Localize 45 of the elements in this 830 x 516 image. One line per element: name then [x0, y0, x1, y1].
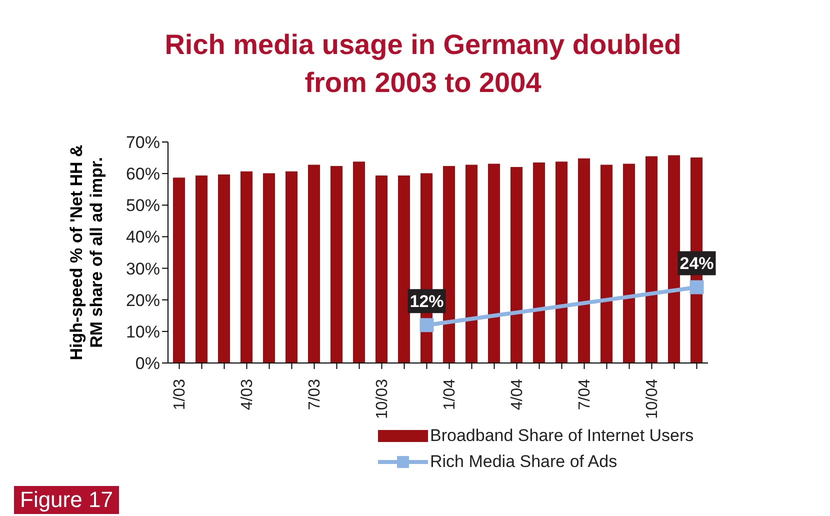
y-tick-label: 50% — [126, 196, 160, 216]
x-tick-label: 1/03 — [171, 378, 188, 410]
bar — [510, 166, 522, 363]
bar — [466, 164, 478, 363]
y-tick-label: 0% — [135, 354, 160, 374]
y-tick-label: 10% — [126, 322, 160, 342]
legend-label: Rich Media Share of Ads — [430, 452, 618, 472]
bar — [353, 162, 365, 363]
x-tick-label: 4/04 — [508, 378, 526, 410]
bar — [173, 178, 185, 363]
chart-title: Rich media usage in Germany doubled from 2003 to 2004 — [164, 28, 682, 100]
x-tick-label: 7/04 — [576, 378, 594, 410]
caption: Figure 17 — [14, 486, 119, 514]
legend-label: Broadband Share of Internet Users — [430, 426, 694, 446]
bar — [196, 175, 208, 363]
bar — [286, 171, 298, 363]
bar — [488, 164, 500, 363]
bar — [668, 155, 680, 363]
bar — [623, 164, 635, 363]
bar — [533, 162, 545, 363]
y-tick-label: 70% — [126, 133, 160, 152]
x-tick-label: 10/03 — [374, 378, 391, 420]
bar — [556, 162, 568, 363]
bar — [308, 164, 320, 363]
y-axis-title: High-speed % of 'Net HH & RM share of all ad impr. — [67, 144, 106, 360]
bar — [330, 166, 342, 363]
bar — [398, 175, 410, 363]
bar — [646, 156, 658, 363]
bar — [218, 174, 230, 363]
y-tick-label: 60% — [126, 164, 160, 184]
bar — [578, 158, 590, 363]
x-tick-label: 1/04 — [441, 378, 458, 410]
data-label: 12% — [410, 292, 444, 312]
x-tick-label: 7/03 — [306, 378, 324, 410]
y-tick-label: 40% — [126, 228, 160, 247]
bar — [600, 164, 612, 363]
y-tick-label: 20% — [126, 290, 160, 310]
bar — [376, 175, 388, 363]
x-tick-label: 4/03 — [238, 378, 256, 410]
x-tick-label: 10/04 — [644, 378, 661, 420]
bar — [263, 173, 275, 363]
bar — [240, 171, 252, 363]
y-tick-label: 30% — [126, 259, 160, 278]
bar — [443, 166, 455, 363]
data-label: 24% — [680, 254, 714, 274]
